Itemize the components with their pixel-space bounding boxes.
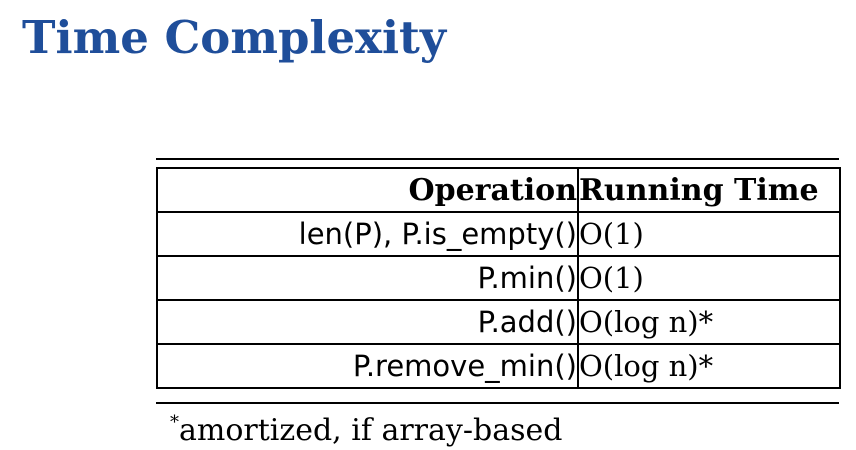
slide-title: Time Complexity: [22, 11, 446, 64]
header-operation: Operation: [156, 167, 579, 213]
header-running-time: Running Time: [577, 167, 841, 213]
table-row: P.remove_min() O(log n)*: [156, 343, 841, 389]
footnote-text: amortized, if array-based: [179, 413, 563, 448]
table-top-rule: [156, 158, 839, 160]
table-row: P.min() O(1): [156, 255, 841, 301]
operation-cell: P.remove_min(): [156, 343, 579, 389]
operation-cell: len(P), P.is_empty(): [156, 211, 579, 257]
operation-cell: P.add(): [156, 299, 579, 345]
table-row: len(P), P.is_empty() O(1): [156, 211, 841, 257]
running-time-cell: O(1): [577, 255, 841, 301]
running-time-cell: O(1): [577, 211, 841, 257]
complexity-table: Operation Running Time len(P), P.is_empt…: [156, 167, 841, 389]
operation-cell: P.min(): [156, 255, 579, 301]
running-time-cell: O(log n)*: [577, 299, 841, 345]
table-row: P.add() O(log n)*: [156, 299, 841, 345]
table-bottom-rule: [156, 402, 839, 404]
running-time-cell: O(log n)*: [577, 343, 841, 389]
footnote: *amortized, if array-based: [170, 404, 562, 450]
footnote-mark: *: [170, 412, 179, 433]
table-header-row: Operation Running Time: [156, 167, 841, 213]
